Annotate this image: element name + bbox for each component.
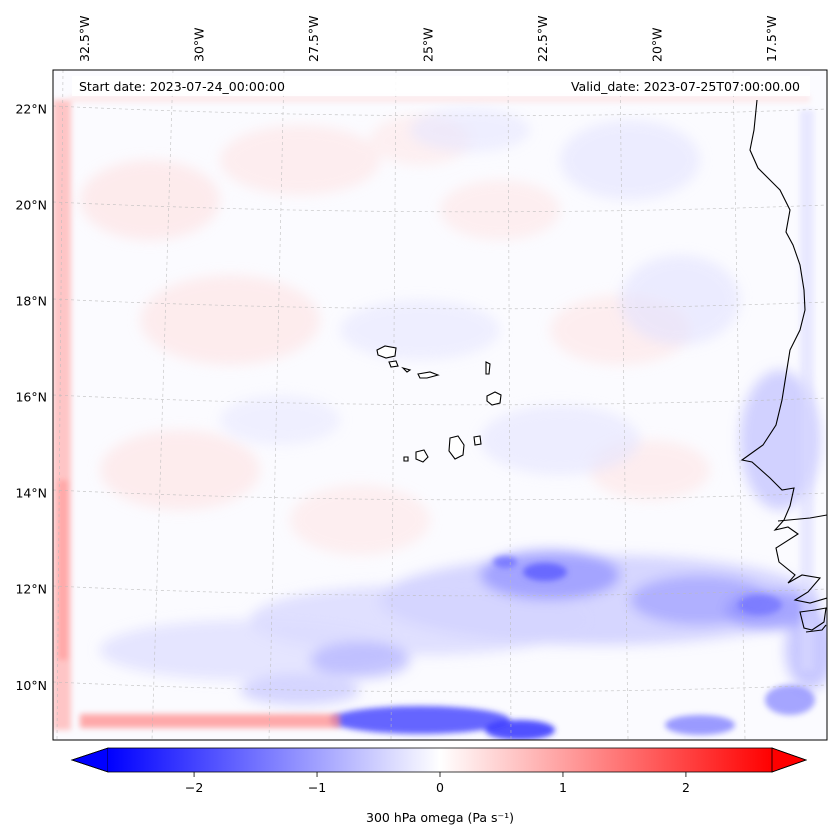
meridian-20w [619,70,629,740]
map-frame [52,69,828,741]
valid-date-label: Valid_date: 2023-07-25T07:00:00.00 [571,79,800,94]
omega-weak-positive-areas [80,115,710,555]
island-sal [485,361,491,375]
colorbar: −2 −1 0 1 2 300 hPa omega (Pa s⁻¹) [70,747,808,825]
longitude-label: 30°W [192,27,207,62]
map-panel: Start date: 2023-07-24_00:00:00 Valid_da… [52,69,828,741]
latitude-label: 12°N [15,582,47,597]
meridian-30w [151,70,174,740]
island-santo-antao [376,345,397,359]
longitude-label: 22.5°W [535,16,550,62]
island-sao-nicolau [417,371,440,379]
meridian-27-5w [268,70,285,740]
parallel-14n [53,489,827,501]
island-maio [473,435,482,446]
start-date-label: Start date: 2023-07-24_00:00:00 [79,79,285,94]
gambia-estuary [777,514,827,522]
latitude-label: 20°N [15,198,47,213]
meridian-32-5w [56,70,64,740]
meridian-22-5w [507,70,512,740]
island-santiago [448,435,465,460]
omega-strong-ascent-cells [330,556,815,740]
bissagos-coast [799,607,827,631]
cape-verde-islands [376,345,502,463]
parallel-10n [53,681,827,693]
parallel-12n [53,585,827,597]
colorbar-extend-low [70,747,109,773]
island-boa-vista [486,391,502,406]
longitude-label: 25°W [421,27,436,62]
longitude-label: 20°W [650,27,665,62]
longitude-label: 17.5°W [764,16,779,62]
header-strip [72,76,810,96]
colorbar-tick-label: −2 [185,780,203,795]
coastlines [740,99,827,633]
island-sao-vicente [388,360,399,368]
omega-weak-negative-areas [220,108,740,475]
colorbar-tick-label: 2 [682,780,690,795]
island-santa-luzia [401,366,412,373]
island-brava [403,456,409,462]
longitude-labels: 32.5°W 30°W 27.5°W 25°W 22.5°W 20°W 17.5°W [77,16,779,62]
latitude-label: 18°N [15,294,47,309]
latitude-label: 16°N [15,390,47,405]
latitude-label: 10°N [15,678,47,693]
latitude-label: 22°N [15,101,47,116]
colorbar-tick-label: 0 [436,780,444,795]
latitude-label: 14°N [15,486,47,501]
longitude-label: 27.5°W [306,16,321,62]
parallel-20n [53,201,827,213]
colorbar-tick-label: −1 [308,780,326,795]
african-coastline [740,99,827,604]
omega-boundary-artefacts [53,96,814,730]
guinea-coast [805,624,827,633]
colorbar-tick-label: 1 [559,780,567,795]
meridian-25w [390,70,397,740]
colorbar-extend-high [771,747,808,773]
island-fogo [415,449,429,463]
colorbar-body [108,748,772,772]
graticule [53,70,827,740]
parallel-16n [53,394,827,406]
latitude-labels: 10°N 12°N 14°N 16°N 18°N 20°N 22°N [15,101,47,692]
parallel-18n [53,298,827,310]
omega-field [53,96,827,740]
longitude-label: 32.5°W [77,16,92,62]
colorbar-label: 300 hPa omega (Pa s⁻¹) [366,810,514,825]
colorbar-ticks: −2 −1 0 1 2 [185,772,690,795]
parallel-22n [53,105,827,117]
meridian-17-5w [732,70,746,740]
colorbar-outline [70,747,808,773]
